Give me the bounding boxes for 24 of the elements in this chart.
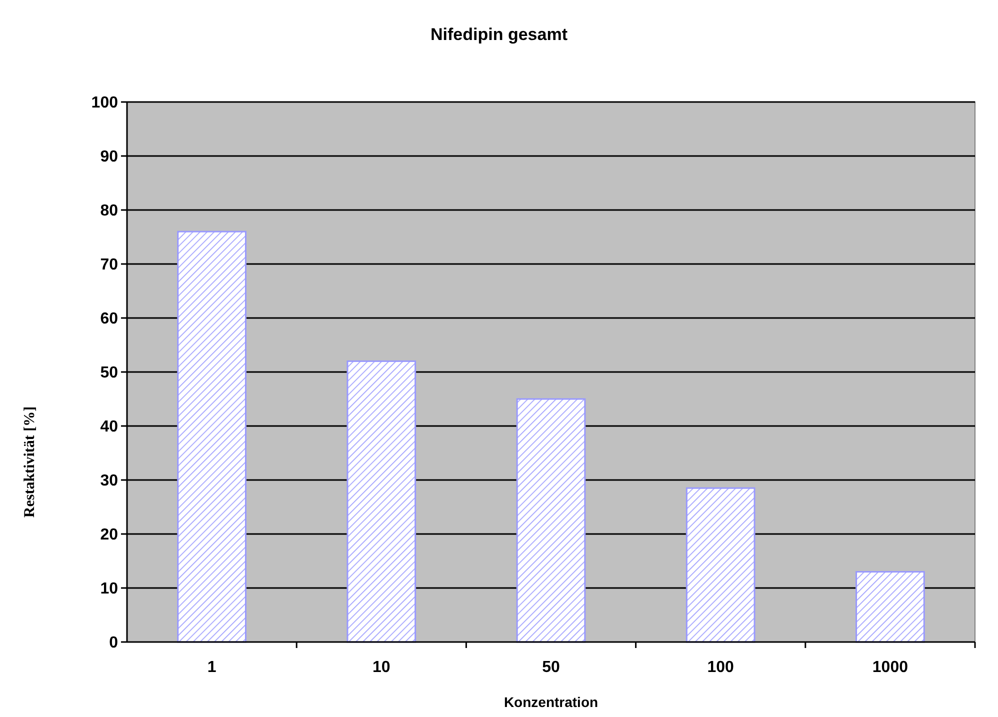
x-tick-label: 50 [542,659,560,676]
y-tick-label: 40 [100,418,118,436]
x-tick-label: 1000 [872,659,908,676]
x-axis-title: Konzentration [504,694,598,710]
y-tick-label: 70 [100,256,118,274]
y-tick-label: 0 [109,634,118,652]
chart-title: Nifedipin gesamt [430,25,568,44]
bar [346,360,416,643]
y-tick-label: 20 [100,526,118,544]
y-tick-label: 10 [100,580,118,598]
x-tick-label: 1 [207,659,216,676]
y-axis-title: Restaktivität [%] [22,406,38,518]
bar [856,571,925,643]
bar [177,230,246,643]
bar [686,487,756,643]
bar [516,398,586,643]
y-tick-label: 50 [100,364,118,382]
x-tick-label: 100 [707,659,734,676]
y-tick-label: 80 [100,202,118,220]
y-tick-label: 30 [100,472,118,490]
y-tick-label: 60 [100,310,118,328]
y-tick-label: 90 [100,148,118,166]
x-tick-label: 10 [372,659,390,676]
y-tick-label: 100 [91,94,118,112]
